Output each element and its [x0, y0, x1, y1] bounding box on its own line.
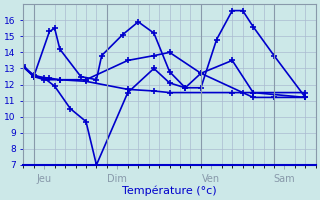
X-axis label: Température (°c): Température (°c): [122, 185, 217, 196]
